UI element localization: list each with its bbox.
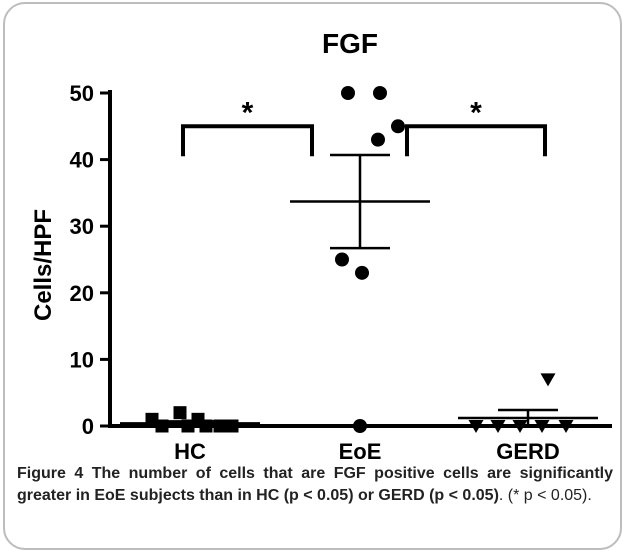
- significance-star-hc-eoe: *: [242, 96, 254, 129]
- y-tick-label: 0: [82, 414, 94, 439]
- y-tick-label: 40: [70, 148, 94, 173]
- data-point-hc: [174, 406, 187, 419]
- chart-title: FGF: [322, 28, 378, 59]
- caption-plain-text: . (* p < 0.05).: [499, 487, 592, 504]
- y-tick-label: 10: [70, 347, 94, 372]
- y-tick-label: 50: [70, 81, 94, 106]
- x-tick-label-eoe: EoE: [339, 439, 382, 460]
- data-point-eoe: [355, 266, 369, 280]
- data-point-eoe: [371, 133, 385, 147]
- data-point-eoe: [353, 419, 367, 433]
- significance-bracket-hc-eoe: [183, 126, 312, 156]
- data-point-gerd: [541, 373, 556, 386]
- x-tick-label-hc: HC: [174, 439, 206, 460]
- data-point-eoe: [391, 119, 405, 133]
- x-tick-label-gerd: GERD: [496, 439, 560, 460]
- fgf-chart: FGF Cells/HPF 0 10 20 30 40 50 HC EoE GERD * *: [0, 0, 627, 460]
- significance-bracket-eoe-gerd: [407, 126, 545, 156]
- data-point-eoe: [341, 86, 355, 100]
- significance-star-eoe-gerd: *: [470, 96, 482, 129]
- data-point-hc: [226, 420, 239, 433]
- data-point-eoe: [335, 253, 349, 267]
- y-tick-label: 30: [70, 214, 94, 239]
- y-axis-label: Cells/HPF: [30, 209, 57, 321]
- caption-label: Figure 4: [17, 465, 83, 482]
- figure-caption: Figure 4 The number of cells that are FG…: [17, 463, 613, 506]
- data-point-eoe: [373, 86, 387, 100]
- y-tick-label: 20: [70, 281, 94, 306]
